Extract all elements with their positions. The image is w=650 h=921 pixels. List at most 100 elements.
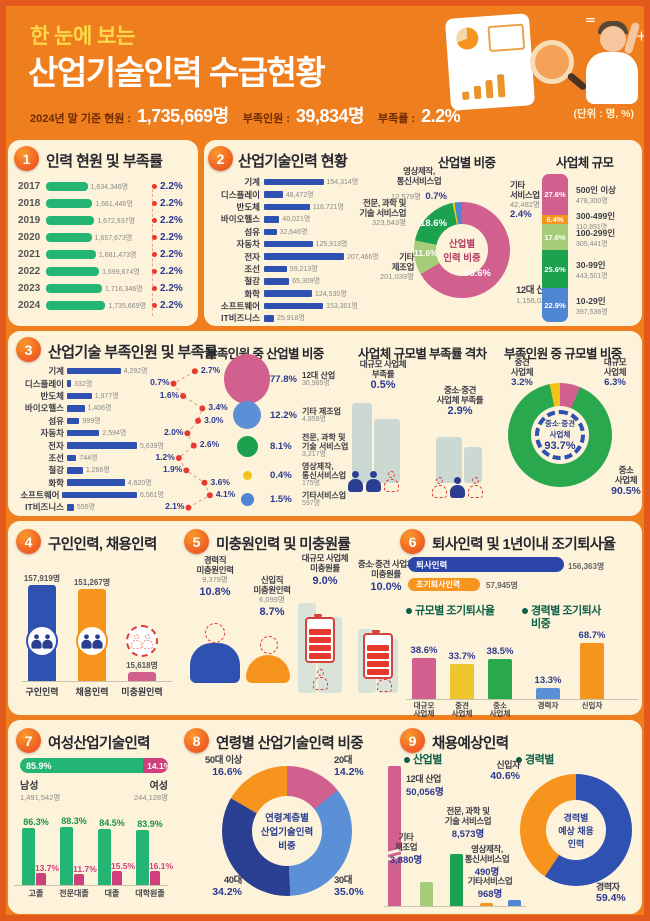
value-label: 15,618명 — [126, 660, 158, 670]
name-line: 전문, 과학 및 — [446, 806, 490, 816]
rate: 2.2% — [152, 181, 192, 192]
name-line: 사업체 — [614, 475, 638, 485]
name-block: 기타 제조업 4,859명 — [302, 407, 341, 424]
label: 디스플레이 — [24, 378, 64, 389]
name-line: 사업체 — [413, 709, 435, 718]
unit-note: (단위 : 명, %) — [573, 108, 634, 120]
person-icon — [81, 633, 92, 649]
gender-female-seg: 14.1% — [143, 758, 168, 773]
donut-center-label: 경력별 예상 채용 인력 — [546, 800, 606, 860]
name-line: 12대 산업 — [406, 774, 441, 784]
label: 섬유 — [244, 226, 260, 237]
rate: 2.2% — [152, 249, 192, 260]
rate-label: 2.2% — [160, 249, 183, 260]
group-name: 전문대졸 — [59, 889, 89, 898]
gap-sme-label: 중소·중견 사업체 부족률 2.9% — [422, 385, 498, 417]
value-label: 153,301명 — [326, 303, 358, 311]
exp-label-prof: 전문, 과학 및 기술 서비스업 8,573명 — [432, 806, 504, 840]
name-line: 중소 — [493, 701, 507, 710]
header-text: 경력별 조기퇴사 — [531, 605, 601, 617]
segment-pct: 6.4% — [546, 215, 564, 225]
rate: 2.9% — [447, 405, 473, 417]
stack-segment: 6.4% — [542, 214, 568, 225]
name: 30-99인 — [576, 260, 606, 271]
pretitle: 한 눈에 보는 — [30, 25, 135, 48]
group-name: 대졸 — [104, 889, 120, 898]
stat-value: 1,735,669명 — [137, 106, 229, 126]
name-line: 12대 산업 — [516, 285, 554, 296]
section-8-title: 연령별 산업기술인력 비중 — [216, 736, 364, 752]
center-line: 인력 — [567, 838, 585, 849]
value: 50,056명 — [406, 787, 444, 798]
size-labels: 500인 이상 478,300명 300-499인 110,891명 100-299인 3… — [576, 174, 638, 322]
bar — [488, 658, 512, 699]
person-icon — [92, 633, 103, 649]
person-head-outline — [260, 636, 278, 654]
name: 300-499인 — [576, 210, 616, 221]
slice-label-other-mfg: 기타 제조업 201,039명 — [356, 252, 414, 281]
label: 기계 — [244, 177, 260, 188]
mini-bar — [462, 91, 470, 101]
rate: 9.0% — [312, 575, 338, 587]
name-line: 중견 — [455, 701, 469, 710]
name-line: 영상제작, — [471, 844, 503, 854]
female-pct: 16.1% — [148, 860, 174, 871]
bubble-wrap — [224, 401, 270, 429]
career-label-exp: 경력자 59.4% — [596, 882, 640, 904]
mini-bar — [473, 85, 482, 100]
pct: 3.2% — [511, 377, 533, 388]
slice-label-large: 대규모 사업체 6.3% — [588, 357, 642, 388]
bullet-icon — [522, 608, 528, 614]
rate: 10.8% — [199, 586, 231, 598]
bubble-wrap — [224, 492, 270, 506]
name-line: 대규모 사업체 — [359, 359, 407, 369]
shortage-row: 철강 1,266명 — [14, 464, 164, 476]
center-line: 경력별 — [563, 812, 589, 823]
name-line: 서비스업 — [510, 190, 540, 200]
shortage-row: 자동차 2,594명 — [14, 427, 164, 439]
label: 조선 — [48, 452, 64, 463]
rate-zigzag-line — [170, 368, 213, 511]
name-block: 12대 산업 30,985명 — [302, 371, 335, 388]
name-line: 사업체 — [489, 709, 511, 718]
mini-linechart-icon — [487, 23, 526, 53]
rate-label: 2.2% — [160, 266, 183, 277]
dot-icon — [152, 252, 157, 257]
industry-row: 소프트웨어 153,301명 — [208, 300, 394, 312]
center-line: 사업체 — [549, 430, 571, 439]
headcount-rows: 2017 1,634,346명 2.2% 2018 1,661,446명 2.2% 2019… — [18, 178, 192, 314]
pct-label: 0.4% — [270, 469, 292, 481]
label: IT비즈니스 — [25, 502, 64, 513]
people-icon-circle — [26, 625, 58, 657]
rate: 10.0% — [370, 581, 402, 593]
recruit-bars: 157,919명 구인인력 151,267명 채용인력 15,618명 미충원인력 — [22, 565, 172, 705]
industry-row: 섬유 32,646명 — [208, 226, 394, 238]
value-label: 1,634,346명 — [90, 183, 129, 191]
row-3-panel: 4 구인인력, 채용인력 5 미충원인력 및 미충원률 6 퇴사인력 및 1년이… — [8, 521, 642, 718]
bar — [264, 302, 324, 310]
value-label: 32,646명 — [279, 228, 308, 236]
rate-label: 2.2% — [160, 198, 183, 209]
unfilled-sme-label: 중소·중견 사업체 미충원률 10.0% — [348, 559, 424, 593]
donut-hole — [546, 800, 606, 860]
name-line: 기타 — [398, 832, 414, 842]
name: 신입자 — [496, 760, 520, 770]
stat-label: 2024년 말 기준 현원 : — [30, 113, 132, 125]
bullet-icon — [406, 608, 412, 614]
people-icon-circle — [126, 625, 158, 657]
pct-label: 1.5% — [270, 493, 292, 505]
name-line: 사업체 — [510, 367, 534, 377]
bar — [67, 392, 92, 400]
bar — [67, 380, 72, 387]
section-3-title: 산업기술 부족인원 및 부족률 — [48, 344, 218, 361]
value: 490명 — [474, 867, 500, 878]
industry-row: 기계 154,314명 — [208, 176, 394, 188]
pct: 35.0% — [334, 886, 364, 898]
name-line: 통신서비스업 — [396, 176, 442, 186]
person-outline-icon — [384, 471, 399, 492]
male-pct: 85.9% — [26, 760, 52, 771]
bar — [46, 267, 100, 276]
industry-donut: 산업별 인력 비중 66.6% 18.6% 11.6% — [414, 202, 510, 298]
name-line: 영상제작, — [302, 462, 334, 471]
person-outline-icon — [142, 633, 153, 649]
